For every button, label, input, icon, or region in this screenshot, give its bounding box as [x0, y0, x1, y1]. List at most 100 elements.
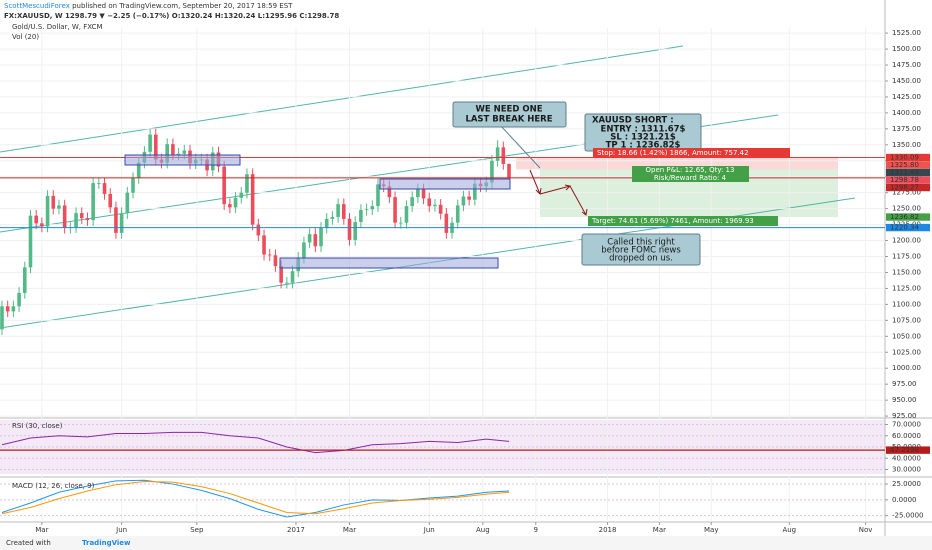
y-tick-label: 1175.00	[892, 253, 921, 261]
candle-body	[307, 234, 312, 243]
price-badge	[886, 183, 930, 192]
y-tick-label: 1025.00	[892, 348, 921, 356]
candle-body	[5, 306, 10, 312]
candle-body	[290, 271, 295, 283]
x-tick-label: 2018	[599, 526, 617, 534]
y-tick-label: 925.00	[892, 412, 917, 420]
candle-body	[171, 144, 175, 155]
publisher-name: ScottMescudiForex	[4, 2, 70, 10]
y-tick-label: 60.0000	[892, 432, 921, 440]
candle-body	[455, 205, 460, 223]
candle-body	[387, 186, 392, 198]
indicator-line	[1, 481, 510, 515]
candle-body	[91, 183, 95, 221]
candle-body	[398, 222, 403, 224]
candle-body	[376, 184, 380, 207]
x-tick-label: Aug	[782, 526, 796, 534]
candle-body	[17, 292, 21, 307]
value-badge-label: 47.2198	[890, 446, 919, 454]
candle-body	[262, 235, 266, 255]
y-tick-label: 1050.00	[892, 332, 921, 340]
candle-body	[279, 266, 283, 283]
y-tick-label: 1500.00	[892, 45, 921, 53]
candle-body	[256, 224, 261, 236]
x-tick-label: Jun	[115, 526, 127, 534]
x-tick-label: Mar	[35, 526, 48, 534]
candle-body	[97, 183, 101, 184]
y-tick-label: 1400.00	[892, 109, 921, 117]
candle-body	[239, 192, 244, 198]
candle-body	[11, 306, 16, 312]
candle-body	[148, 134, 152, 152]
candle-body	[108, 193, 113, 208]
candle-body	[176, 153, 181, 155]
y-tick-label: 1200.00	[892, 237, 921, 245]
candle-body	[347, 218, 352, 240]
candle-body	[404, 206, 409, 223]
candle-body	[125, 192, 130, 214]
x-tick-label: Aug	[476, 526, 490, 534]
y-tick-label: 1525.00	[892, 29, 921, 37]
x-tick-label: Mar	[653, 526, 666, 534]
callout-text: TP 1 : 1236.82$	[606, 141, 681, 151]
zone-box	[124, 154, 241, 166]
callout	[581, 233, 701, 266]
callout-pointer	[499, 124, 541, 169]
callout-text: XAUUSD SHORT :	[592, 116, 674, 126]
callout-text: Called this right	[607, 238, 675, 248]
x-tick-label: Mar	[343, 526, 356, 534]
y-tick-label: 1125.00	[892, 284, 921, 292]
symbol-info: FX:XAUUSD, W 1298.79 ▼ −2.25 (−0.17%) O:…	[4, 12, 339, 20]
price-badge	[886, 168, 930, 177]
candle-body	[267, 254, 272, 256]
y-tick-label: 1075.00	[892, 316, 921, 324]
arrows	[499, 124, 588, 216]
candle-body	[324, 218, 329, 228]
x-tick-label: May	[704, 526, 718, 534]
candle-body	[421, 189, 426, 199]
pnl-label: Open P&L: 12.65, Qty: 13	[646, 166, 735, 174]
candle-body	[313, 234, 318, 247]
callout-text: before FOMC news	[601, 246, 681, 256]
y-tick-label: 1375.00	[892, 125, 921, 133]
candle-body	[233, 197, 238, 208]
zone-box	[279, 257, 499, 269]
rsi-title: RSI (30, close)	[12, 422, 63, 430]
chart-title: Gold/U.S. Dollar, W, FXCM	[12, 23, 103, 31]
candle-body	[228, 204, 232, 208]
candle-body	[51, 195, 56, 209]
candle-body	[353, 222, 357, 240]
candle-body	[250, 174, 255, 225]
indicator-line	[1, 479, 510, 518]
callouts: WE NEED ONE LAST BREAK HERE XAUUSD SHORT…	[452, 101, 790, 266]
candle-body	[45, 195, 50, 227]
candle-body	[154, 134, 158, 160]
y-tick-label: 1450.00	[892, 77, 921, 85]
candle-body	[393, 197, 397, 223]
volume-label: Vol (20)	[12, 33, 39, 41]
published-info: published on TradingView.com, September …	[70, 2, 293, 10]
candle-body	[85, 218, 90, 221]
candle-body	[165, 144, 170, 163]
candle-body	[273, 255, 278, 267]
candle-body	[359, 209, 363, 223]
candle-body	[319, 227, 323, 247]
price-badge	[886, 153, 930, 162]
candle-body	[102, 183, 107, 194]
candle-body	[370, 206, 375, 210]
candle-body	[0, 306, 4, 330]
publisher: ScottMescudiForex published on TradingVi…	[4, 2, 293, 10]
callout-text: LAST BREAK HERE	[465, 115, 552, 125]
price-badge	[886, 161, 930, 169]
candle-body	[34, 215, 38, 224]
price-badge	[886, 213, 930, 221]
candle-body	[438, 204, 443, 214]
candle-body	[28, 215, 33, 268]
arrow	[569, 185, 588, 216]
y-tick-label: 950.00	[892, 396, 917, 404]
y-tick-label: 1000.00	[892, 364, 921, 372]
x-tick-label: Jun	[423, 526, 435, 534]
candle-body	[444, 213, 449, 233]
target-label-bg	[588, 216, 778, 226]
candle-body	[136, 162, 141, 178]
